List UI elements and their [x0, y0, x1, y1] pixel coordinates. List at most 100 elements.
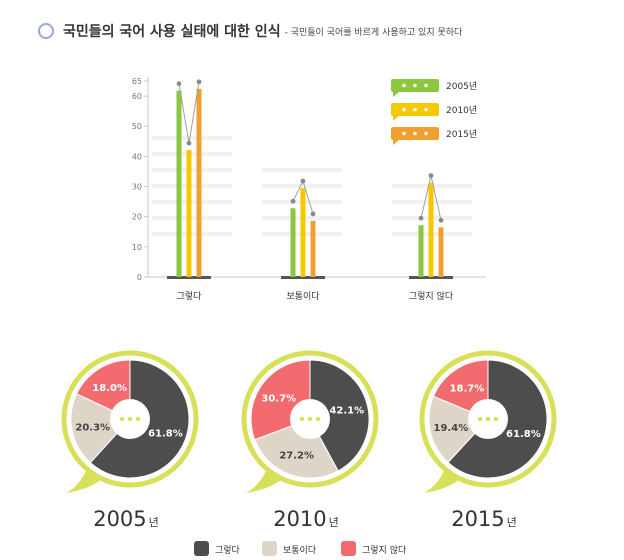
legend-dot [413, 107, 417, 112]
bar-2005년-그렇다 [176, 90, 182, 277]
legend-swatch-그렇다 [194, 541, 209, 556]
legend-label-그렇다: 그렇다 [215, 545, 241, 556]
pie-chart-2015: 61.8% 19.4% 18.7% 2015 년 [419, 350, 557, 531]
pie-value-label: 20.3% [75, 422, 110, 433]
background-stripe [152, 168, 232, 172]
y-tick-label: 65 [132, 77, 142, 86]
pie-center-dot [315, 416, 321, 422]
x-category-label: 그렇지 않다 [409, 291, 454, 302]
pie-center-dot [127, 416, 133, 422]
trend-point [176, 81, 182, 87]
y-tick-label: 60 [132, 92, 142, 101]
background-stripe [152, 136, 232, 140]
category-base [409, 276, 453, 279]
category-base [281, 276, 325, 279]
bar-2015년-보통이다 [310, 220, 316, 277]
pie-center-dot [299, 416, 305, 422]
y-tick-label: 0 [137, 273, 142, 282]
pie-value-label: 27.2% [279, 451, 314, 462]
background-stripe [152, 232, 232, 236]
pie-center-dot [135, 416, 141, 422]
pie-ring-tail [66, 471, 102, 493]
pie-slice-그렇다 [309, 359, 370, 472]
bar-2010년-그렇지-않다 [428, 182, 434, 277]
bottom-legend: 그렇다 보통이다 그렇지 않다 [194, 541, 407, 556]
legend-label-그렇지-않다: 그렇지 않다 [362, 545, 407, 556]
y-tick-label: 40 [132, 152, 142, 161]
chart-header: 국민들의 국어 사용 실태에 대한 인식 - 국민들이 국어를 바르게 사용하고… [38, 20, 462, 42]
chart-title: 국민들의 국어 사용 실태에 대한 인식 [63, 24, 281, 40]
x-category-label: 그렇다 [177, 291, 203, 302]
bar-2015년-그렇다 [196, 88, 202, 277]
pie-year-label: 2005 년 [93, 507, 159, 531]
y-tick-label: 30 [132, 183, 142, 192]
pie-center-dot [493, 416, 499, 422]
legend-label-2010년: 2010년 [446, 105, 477, 116]
legend-dot [402, 107, 406, 112]
pie-value-label: 18.0% [92, 383, 127, 394]
legend-bubble-tail [393, 115, 400, 121]
trend-line [178, 81, 200, 144]
trend-point [196, 79, 202, 85]
legend-label-보통이다: 보통이다 [283, 545, 317, 556]
trend-point [186, 140, 192, 146]
background-stripe [262, 168, 342, 172]
pie-chart-2010: 42.1% 27.2% 30.7% 2010 년 [241, 350, 379, 531]
category-base [167, 276, 211, 279]
trend-point [428, 173, 434, 179]
y-tick-label: 20 [132, 213, 142, 222]
legend-swatch-그렇지-않다 [341, 541, 356, 556]
pie-center-dot [485, 416, 491, 422]
pie-slice-보통이다 [428, 395, 489, 464]
circle-bullet-icon [38, 23, 54, 39]
bar-chart: 0 10 20 30 40 50 60 65 그렇다 보통이다 그렇지 않다 2005년 2010년 20… [132, 77, 486, 302]
pie-year-label: 2010 년 [273, 507, 339, 531]
pie-chart-2005: 61.8% 20.3% 18.0% 2005 년 [61, 350, 199, 531]
bar-2010년-보통이다 [300, 188, 306, 277]
pie-charts: 61.8% 20.3% 18.0% 2005 년 42.1% 27.2% 30.7% 2010 년… [61, 350, 557, 531]
background-stripe [152, 152, 232, 156]
pie-ring-tail [424, 471, 460, 493]
bar-2005년-보통이다 [290, 208, 296, 277]
trend-point [290, 198, 296, 204]
pie-value-label: 42.1% [329, 406, 364, 417]
pie-slice-그렇지-않다 [432, 359, 489, 420]
background-stripe [262, 184, 342, 188]
bar-2010년-그렇다 [186, 150, 192, 277]
legend-label-2015년: 2015년 [446, 129, 477, 140]
legend-dot [424, 107, 428, 112]
pie-center-dot [477, 416, 483, 422]
legend-dot [424, 131, 428, 136]
pie-slice-보통이다 [70, 393, 131, 464]
legend-dot [413, 83, 417, 88]
bar-2005년-그렇지-않다 [418, 225, 424, 277]
legend-dot [413, 131, 417, 136]
bar-2015년-그렇지-않다 [438, 227, 444, 277]
legend-dot [424, 83, 428, 88]
trend-point [310, 211, 316, 217]
pie-value-label: 61.8% [148, 429, 183, 440]
background-stripe [152, 184, 232, 188]
legend-dot [402, 131, 406, 136]
pie-center-dot [119, 416, 125, 422]
legend-swatch-보통이다 [262, 541, 277, 556]
pie-value-label: 61.8% [506, 429, 541, 440]
pie-center-dot [307, 416, 313, 422]
x-category-label: 보통이다 [286, 291, 320, 302]
background-stripe [152, 216, 232, 220]
y-tick-label: 50 [132, 122, 142, 131]
background-stripe [152, 200, 232, 204]
pie-value-label: 19.4% [434, 423, 469, 434]
trend-point [300, 178, 306, 184]
trend-point [418, 215, 424, 221]
legend-bubble-tail [393, 91, 400, 97]
legend-dot [402, 83, 406, 88]
pie-ring-tail [246, 471, 282, 493]
legend-bubble-tail [393, 139, 400, 145]
chart-subtitle: - 국민들이 국어를 바르게 사용하고 있지 못하다 [284, 27, 463, 38]
pie-value-label: 30.7% [261, 393, 296, 404]
pie-year-label: 2015 년 [451, 507, 517, 531]
y-tick-label: 10 [132, 243, 142, 252]
pie-value-label: 18.7% [450, 383, 485, 394]
